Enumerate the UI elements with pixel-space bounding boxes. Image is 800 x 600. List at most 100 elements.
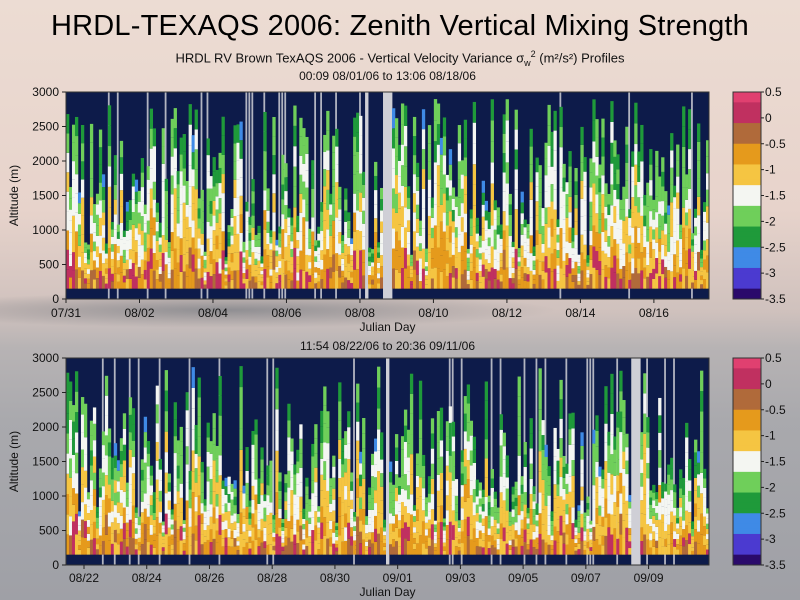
profile-cell	[409, 413, 414, 435]
profile-cell	[308, 536, 312, 543]
profile-cell	[167, 247, 171, 253]
profile-cell	[185, 518, 189, 537]
profile-cell	[661, 215, 665, 231]
profile-cell	[439, 255, 444, 272]
profile-cell	[448, 422, 453, 440]
profile-cell	[185, 240, 189, 253]
profile-cell	[287, 521, 291, 538]
profile-cell	[457, 535, 462, 540]
profile-cell	[122, 476, 127, 492]
profile-cell	[451, 266, 456, 278]
profile-cell	[412, 136, 417, 156]
profile-cell	[344, 199, 348, 211]
profile-cell	[451, 254, 456, 267]
profile-cell	[454, 546, 459, 555]
profile-cell	[559, 248, 563, 269]
profile-cell	[146, 491, 151, 505]
profile-cell	[350, 490, 354, 500]
profile-cell	[499, 539, 503, 555]
profile-cell	[353, 535, 357, 541]
profile-cell	[430, 268, 435, 279]
profile-cell	[221, 269, 225, 289]
profile-cell	[293, 227, 297, 248]
profile-cell	[257, 486, 261, 496]
profile-cell	[110, 489, 115, 501]
profile-cell	[305, 537, 309, 547]
profile-cell	[134, 523, 139, 529]
profile-cell	[260, 274, 264, 278]
profile-cell	[553, 540, 557, 555]
profile-cell	[98, 253, 103, 271]
profile-cell	[484, 439, 488, 459]
profile-cell	[227, 246, 231, 254]
colorbar-tick-label: -2.5	[765, 240, 786, 254]
profile-cell	[394, 501, 399, 515]
profile-cell	[658, 213, 662, 227]
profile-cell	[80, 252, 85, 271]
profile-cell	[643, 215, 647, 227]
profile-cell	[670, 479, 674, 491]
profile-cell	[586, 496, 590, 503]
profile-cell	[66, 191, 70, 212]
profile-cell	[475, 225, 480, 234]
profile-cell	[245, 459, 249, 471]
profile-cell	[74, 269, 79, 289]
colorbar-segment	[733, 226, 761, 233]
profile-cell	[610, 226, 614, 247]
profile-cell	[380, 459, 384, 474]
profile-cell	[688, 480, 692, 491]
profile-cell	[143, 251, 148, 261]
profile-cell	[377, 429, 381, 451]
profile-cell	[526, 224, 530, 232]
profile-cell	[134, 528, 139, 534]
profile-cell	[661, 506, 665, 515]
profile-cell	[191, 512, 195, 534]
profile-cell	[598, 476, 602, 487]
profile-cell	[499, 231, 503, 239]
profile-cell	[394, 460, 399, 475]
profile-cell	[161, 163, 165, 182]
profile-cell	[556, 531, 560, 543]
profile-cell	[236, 179, 240, 198]
profile-cell	[520, 267, 524, 278]
profile-cell	[140, 501, 145, 513]
profile-cell	[418, 457, 423, 478]
profile-cell	[592, 457, 596, 472]
profile-cell	[110, 511, 115, 523]
profile-cell	[586, 258, 590, 263]
profile-cell	[562, 163, 566, 178]
profile-cell	[514, 129, 518, 150]
profile-cell	[406, 186, 411, 198]
profile-cell	[194, 525, 198, 541]
profile-cell	[101, 199, 106, 213]
profile-cell	[66, 114, 70, 134]
profile-cell	[589, 532, 593, 536]
profile-cell	[254, 509, 258, 525]
profile-cell	[466, 253, 471, 258]
profile-cell	[335, 164, 339, 183]
profile-cell	[436, 144, 441, 166]
profile-cell	[664, 245, 668, 257]
profile-cell	[200, 503, 204, 514]
profile-cell	[320, 221, 324, 231]
profile-cell	[403, 268, 408, 289]
profile-cell	[92, 251, 97, 261]
profile-cell	[511, 509, 515, 517]
profile-cell	[95, 538, 100, 545]
profile-cell	[137, 537, 142, 542]
profile-cell	[182, 539, 186, 544]
colorbar-segment	[733, 221, 761, 228]
profile-cell	[577, 532, 581, 539]
profile-cell	[233, 234, 237, 253]
profile-cell	[400, 501, 405, 516]
profile-cell	[625, 514, 629, 528]
profile-cell	[344, 255, 348, 267]
profile-cell	[113, 517, 118, 530]
profile-cell	[98, 516, 103, 526]
profile-cell	[619, 239, 623, 250]
profile-cell	[529, 235, 533, 254]
profile-cell	[302, 534, 306, 540]
profile-cell	[481, 180, 485, 193]
profile-cell	[433, 162, 438, 184]
profile-cell	[230, 515, 234, 524]
